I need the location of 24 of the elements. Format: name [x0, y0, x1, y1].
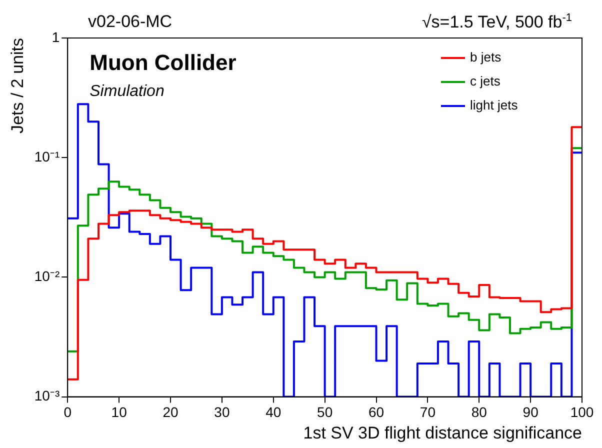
legend-label: b jets [470, 50, 502, 65]
x-tick-label: 100 [570, 404, 594, 420]
x-tick-label: 90 [522, 404, 539, 420]
text: √s=1.5 TeV, 500 fb$^{-1}$ [422, 12, 572, 33]
text: v02-06-MC [88, 12, 172, 32]
x-tick-label: 30 [214, 404, 230, 420]
x-tick-label: 80 [471, 404, 488, 420]
y-tick-label: 10⁻³ [34, 388, 60, 404]
y-axis-title: Jets / 2 units [8, 38, 27, 134]
y-tick-label: 10⁻² [34, 268, 60, 284]
x-axis-title: 1st SV 3D flight distance significance [303, 423, 582, 442]
x-tick-label: 20 [162, 404, 179, 420]
legend-label: light jets [470, 98, 518, 113]
x-tick-label: 0 [64, 404, 72, 420]
y-tick-label: 10⁻¹ [34, 148, 60, 164]
x-tick-label: 50 [317, 404, 333, 420]
x-tick-label: 60 [368, 404, 384, 420]
y-tick-label: 1 [52, 28, 60, 45]
text: Simulation [90, 83, 164, 100]
legend-label: c jets [470, 74, 501, 89]
x-tick-label: 10 [111, 404, 128, 420]
x-tick-label: 40 [266, 404, 282, 420]
text: Muon Collider [90, 50, 237, 75]
x-tick-label: 70 [420, 404, 436, 420]
